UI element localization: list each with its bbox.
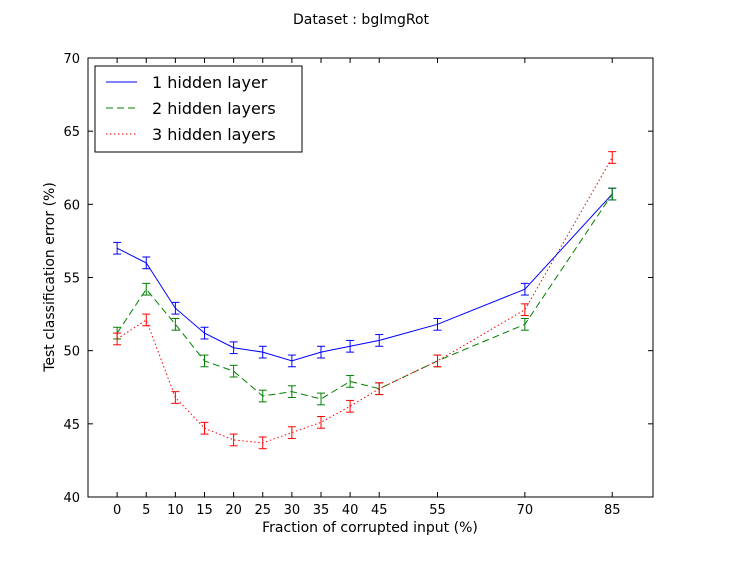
x-tick-label: 70 [517,503,534,518]
error-bar [375,382,384,396]
error-bar [287,354,296,368]
error-bar [520,282,529,296]
x-tick-label: 40 [342,503,359,518]
y-axis-label: Test classification error (%) [42,182,58,373]
legend-label: 1 hidden layer [152,73,268,92]
x-tick-label: 5 [142,503,150,518]
error-bar [346,399,355,413]
error-bar [142,313,151,327]
x-tick-label: 15 [196,503,213,518]
error-bar [200,421,209,435]
x-tick-label: 10 [167,503,184,518]
error-bar [608,187,617,201]
chart-title: Dataset : bgImgRot [293,12,430,28]
y-tick-label: 55 [63,272,80,287]
error-bar [229,433,238,447]
error-bar [258,436,267,450]
x-tick-label: 45 [371,503,388,518]
error-bar [316,392,325,406]
axis-ticks: 0 5 10 15 20 25 30 35 40 45 55 70 85 40 45 50 55 60 65 70 [63,52,653,518]
error-bar [229,364,238,378]
x-tick-label: 0 [113,503,121,518]
x-tick-label: 35 [313,503,330,518]
y-tick-label: 70 [63,52,80,67]
x-axis-label: Fraction of corrupted input (%) [262,520,478,536]
error-bar [433,354,442,368]
error-bar [316,345,325,359]
error-bar [113,332,122,346]
error-bar [520,303,529,317]
error-bar [346,375,355,388]
error-bar [200,326,209,340]
legend-frame [94,65,303,153]
plot-area [113,151,617,450]
error-bar [200,354,209,368]
error-bar [171,391,180,404]
y-tick-label: 50 [63,345,80,360]
error-bar [142,282,151,296]
error-bar [258,345,267,359]
error-bar [142,256,151,270]
error-bar [258,389,267,403]
error-bar [229,341,238,355]
legend-label: 3 hidden layers [152,125,276,144]
x-tick-label: 85 [604,503,621,518]
error-bar [433,317,442,331]
error-bar [287,426,296,439]
series-line [116,157,613,444]
error-bar [171,317,180,331]
error-bar [346,339,355,353]
y-tick-label: 45 [63,418,80,433]
error-bar [520,317,529,331]
series-line [116,193,613,400]
error-bar [316,416,325,429]
error-bar [375,334,384,347]
error-bar [608,151,617,164]
x-tick-label: 20 [225,503,242,518]
error-bar [113,241,122,255]
x-tick-label: 25 [254,503,271,518]
legend: 1 hidden layer 2 hidden layers 3 hidden la… [94,65,303,153]
error-bar [171,301,180,315]
legend-label: 2 hidden layers [152,99,276,118]
x-tick-label: 30 [284,503,301,518]
y-tick-label: 40 [63,491,80,506]
x-tick-label: 55 [429,503,446,518]
series-line [116,193,613,362]
error-bar [287,385,296,398]
y-tick-label: 65 [63,125,80,140]
y-tick-label: 60 [63,198,80,213]
